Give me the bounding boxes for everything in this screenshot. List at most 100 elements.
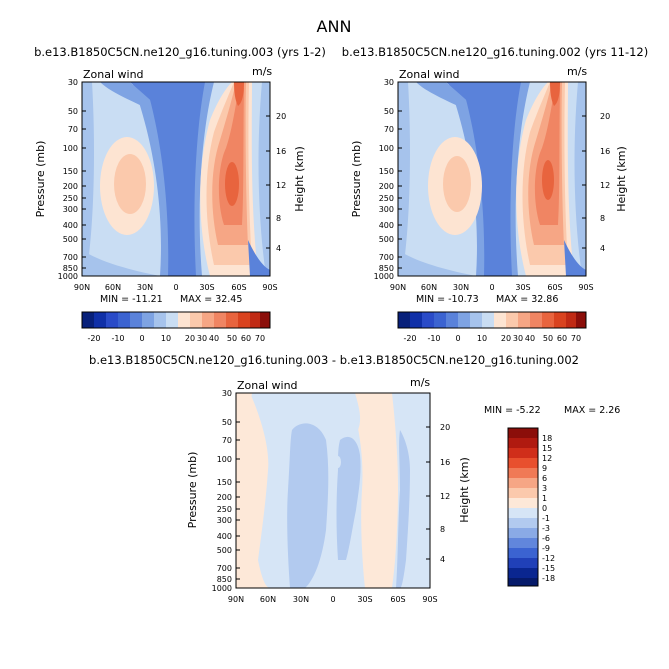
y-tick: 200 [217, 493, 232, 502]
height-tick-labels: 20 16 12 8 4 [426, 423, 450, 564]
height-tick: 4 [440, 555, 445, 564]
x-tick-labels: 90N 60N 30N 0 30S 60S 90S [74, 283, 278, 292]
panel-2: b.e13.B1850C5CN.ne120_g16.tuning.002 (yr… [342, 45, 648, 343]
x-tick: 90N [390, 283, 406, 292]
y-tick-labels: 30 50 70 100 150 200 250 300 400 500 700… [58, 78, 86, 281]
colorbar-label: 15 [542, 444, 552, 453]
colorbar-label: 10 [161, 334, 171, 343]
colorbar-label: -20 [403, 334, 416, 343]
plot-frame [235, 392, 431, 589]
min-label: MIN = -10.73 [416, 294, 479, 305]
y-tick: 250 [63, 194, 78, 203]
y-tick: 500 [63, 235, 78, 244]
x-tick: 30S [515, 283, 530, 292]
y-tick: 70 [222, 436, 232, 445]
colorbar-label: 10 [477, 334, 487, 343]
x-tick: 0 [330, 595, 335, 604]
min-label: MIN = -5.22 [484, 405, 541, 416]
colorbar-label: -1 [542, 514, 550, 523]
colorbar: 18 15 12 9 6 3 1 0 -1 -3 -6 -9 -12 -15 -… [507, 427, 555, 587]
y-tick: 700 [63, 253, 78, 262]
colorbar-label: 1 [542, 494, 547, 503]
height-tick: 16 [276, 147, 286, 156]
y-tick: 1000 [212, 584, 232, 593]
height-tick: 20 [440, 423, 450, 432]
y-tick: 400 [217, 532, 232, 541]
colorbar-label: 0 [139, 334, 144, 343]
colorbar-label: 6 [542, 474, 547, 483]
colorbar-label: -15 [542, 564, 555, 573]
colorbar-label: 40 [209, 334, 219, 343]
min-label: MIN = -11.21 [100, 294, 163, 305]
y-tick: 30 [384, 78, 394, 87]
colorbar: -20 -10 0 10 20 30 40 50 60 70 [81, 311, 271, 343]
pressure-axis-label: Pressure (mb) [350, 141, 363, 218]
height-tick: 20 [276, 112, 286, 121]
contour-fill [398, 82, 586, 276]
colorbar-label: 30 [513, 334, 523, 343]
pressure-axis-label: Pressure (mb) [34, 141, 47, 218]
height-tick: 4 [276, 244, 281, 253]
x-tick: 90S [578, 283, 593, 292]
variable-label: Zonal wind [237, 379, 298, 392]
contour-fill [236, 393, 430, 588]
units-label: m/s [410, 376, 430, 389]
y-tick: 30 [68, 78, 78, 87]
y-tick: 850 [63, 264, 78, 273]
height-tick: 8 [600, 214, 605, 223]
max-label: MAX = 32.45 [180, 294, 242, 305]
x-tick-labels: 90N 60N 30N 0 30S 60S 90S [390, 283, 594, 292]
y-tick: 850 [379, 264, 394, 273]
variable-label: Zonal wind [399, 68, 460, 81]
colorbar-label: -9 [542, 544, 550, 553]
y-tick: 500 [379, 235, 394, 244]
height-axis-label: Height (km) [293, 146, 306, 212]
height-tick: 8 [276, 214, 281, 223]
y-tick: 70 [384, 125, 394, 134]
y-tick: 50 [384, 107, 394, 116]
colorbar-label: 18 [542, 434, 552, 443]
colorbar-label: 60 [557, 334, 567, 343]
max-label: MAX = 2.26 [564, 405, 620, 416]
y-tick: 700 [217, 564, 232, 573]
colorbar-label: 70 [571, 334, 581, 343]
y-tick: 500 [217, 546, 232, 555]
colorbar-label: -18 [542, 574, 555, 583]
colorbar-label: 3 [542, 484, 547, 493]
colorbar-label: 12 [542, 454, 552, 463]
pressure-axis-label: Pressure (mb) [186, 452, 199, 529]
y-tick: 200 [63, 182, 78, 191]
height-tick: 20 [600, 112, 610, 121]
height-tick: 12 [276, 181, 286, 190]
x-tick: 30S [357, 595, 372, 604]
y-tick-labels: 30 50 70 100 150 200 250 300 400 500 700… [212, 389, 240, 593]
panel-1: b.e13.B1850C5CN.ne120_g16.tuning.003 (yr… [34, 45, 326, 343]
x-tick: 60N [421, 283, 437, 292]
y-tick: 400 [63, 221, 78, 230]
panel-title: b.e13.B1850C5CN.ne120_g16.tuning.003 (yr… [34, 45, 326, 59]
y-tick: 100 [217, 455, 232, 464]
colorbar-label: 70 [255, 334, 265, 343]
y-tick: 300 [379, 205, 394, 214]
y-tick: 1000 [374, 272, 394, 281]
y-tick: 400 [379, 221, 394, 230]
colorbar-label: 20 [501, 334, 511, 343]
y-tick: 100 [379, 144, 394, 153]
contour-fill [82, 82, 270, 276]
x-tick: 60S [390, 595, 405, 604]
y-tick: 100 [63, 144, 78, 153]
colorbar-label: 20 [185, 334, 195, 343]
colorbar-label: 60 [241, 334, 251, 343]
max-label: MAX = 32.86 [496, 294, 558, 305]
y-tick-labels: 30 50 70 100 150 200 250 300 400 500 700… [374, 78, 402, 281]
y-tick: 150 [379, 167, 394, 176]
plot-frame [397, 81, 587, 277]
height-tick: 16 [600, 147, 610, 156]
colorbar-label: -12 [542, 554, 555, 563]
colorbar-label: 0 [542, 504, 547, 513]
colorbar-label: -10 [111, 334, 124, 343]
colorbar-label: 9 [542, 464, 547, 473]
x-tick: 60S [231, 283, 246, 292]
panel-3: b.e13.B1850C5CN.ne120_g16.tuning.003 - b… [89, 353, 620, 604]
